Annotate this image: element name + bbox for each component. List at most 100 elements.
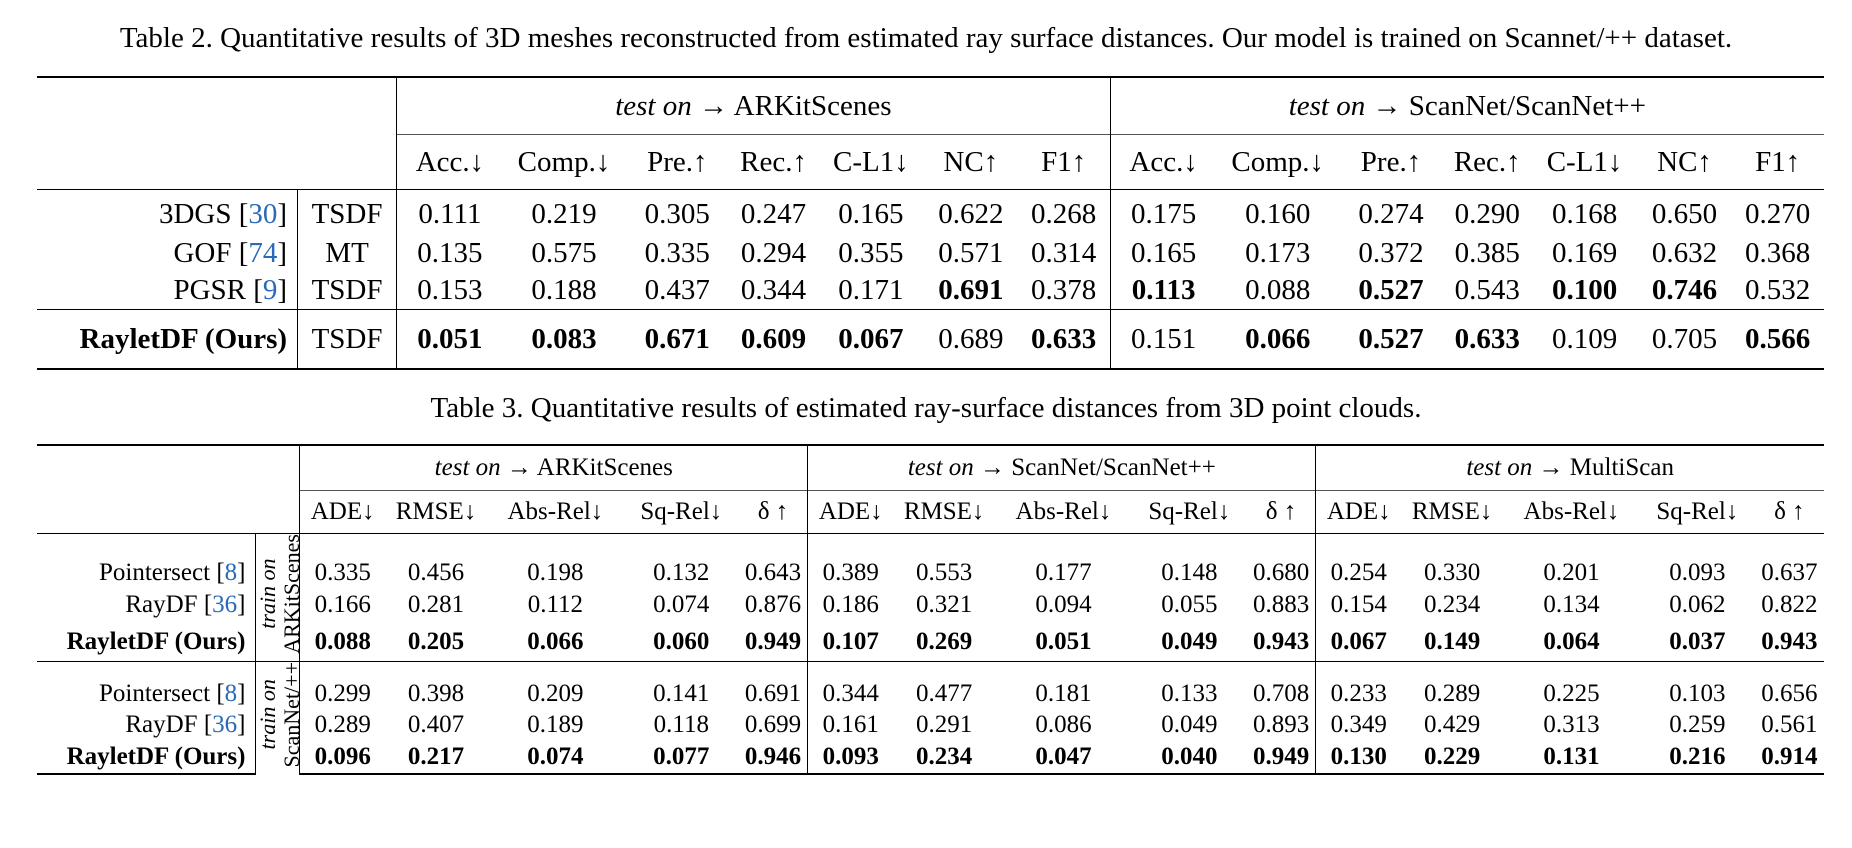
metric-value: 0.477 xyxy=(893,660,996,709)
metric-value: 0.135 xyxy=(395,235,503,272)
metric-value: 0.691 xyxy=(738,660,808,709)
metric-header: ADE↓ xyxy=(1315,490,1402,534)
metric-value: 0.181 xyxy=(995,660,1132,709)
metric-value: 0.096 xyxy=(299,740,386,776)
metric-value: 0.532 xyxy=(1745,274,1811,306)
metric-header: ADE↓ xyxy=(299,490,386,534)
table-row: RayDF [36] 0.166 0.281 0.112 0.074 0.876 0.186… xyxy=(37,587,1824,624)
metric-value: 0.165 xyxy=(1109,235,1217,272)
metric-header: Comp.↓ xyxy=(502,134,626,190)
metric-value: 0.107 xyxy=(807,623,894,662)
metric-header: RMSE↓ xyxy=(893,490,996,534)
table-row: 3DGS [30] TSDF 0.111 0.219 0.305 0.247 0.165 0.… xyxy=(37,189,1824,235)
metric-value: 0.165 xyxy=(817,189,925,235)
metric-value: 0.437 xyxy=(644,274,710,306)
metric-value: 0.049 xyxy=(1161,628,1218,656)
metric-value: 0.378 xyxy=(1031,274,1097,306)
metric-value: 0.077 xyxy=(623,740,739,776)
train-set-name: ScanNet/++ xyxy=(279,661,305,768)
metric-value: 0.175 xyxy=(1109,189,1217,235)
metric-header: Sq-Rel↓ xyxy=(1639,490,1755,534)
metric-value: 0.064 xyxy=(1543,628,1600,656)
metric-value: 0.074 xyxy=(653,591,710,619)
metric-value: 0.040 xyxy=(1131,740,1247,776)
table2-group-header: test on → ScanNet/ScanNet++ xyxy=(1109,76,1824,135)
metric-value: 0.689 xyxy=(924,309,1018,370)
metric-value: 0.656 xyxy=(1754,660,1824,709)
metric-value: 0.294 xyxy=(740,237,807,269)
metric-value: 0.148 xyxy=(1131,533,1247,588)
metric-header: F1↑ xyxy=(1017,134,1111,190)
method-label: 3DGS xyxy=(158,198,232,230)
metric-value: 0.113 xyxy=(1109,272,1217,310)
method-name: RayletDF (Ours) xyxy=(37,624,256,661)
train-on-prefix: train on xyxy=(255,558,281,630)
metric-value: 0.561 xyxy=(1761,710,1818,738)
metric-header: NC↑ xyxy=(924,134,1018,190)
group-prefix: test on xyxy=(907,454,974,481)
metric-value: 0.883 xyxy=(1252,591,1310,619)
metric-value: 0.746 xyxy=(1651,274,1718,306)
metric-value: 0.330 xyxy=(1401,533,1504,588)
metric-value: 0.132 xyxy=(623,533,739,588)
group-label: ARKitScenes xyxy=(536,454,673,481)
metric-value: 0.274 xyxy=(1338,189,1444,235)
metric-value: 0.290 xyxy=(1443,189,1532,235)
metric-value: 0.234 xyxy=(893,740,996,776)
metric-value: 0.269 xyxy=(915,628,973,656)
metric-value: 0.134 xyxy=(1543,591,1600,619)
fusion-method: TSDF xyxy=(297,272,397,310)
metric-value: 0.633 xyxy=(1443,309,1532,370)
arrow: → xyxy=(506,454,532,481)
metric-value: 0.086 xyxy=(1035,710,1092,738)
group-prefix: test on xyxy=(615,89,692,122)
table3-group-header: test on → MultiScan xyxy=(1315,444,1824,491)
metric-value: 0.299 xyxy=(299,660,386,709)
metric-value: 0.335 xyxy=(644,237,710,269)
metric-value: 0.691 xyxy=(938,274,1004,306)
metric-value: 0.344 xyxy=(740,274,807,306)
method-label: GOF xyxy=(173,237,232,269)
metric-header: RMSE↓ xyxy=(385,490,487,534)
metric-value: 0.189 xyxy=(527,710,584,738)
citation-link: 74 xyxy=(248,237,278,269)
train-set-label: train on ScanNet/++ xyxy=(255,660,304,775)
metric-value: 0.247 xyxy=(729,189,818,235)
train-set-label: train on ARKitScenes xyxy=(255,533,304,662)
metric-value: 0.822 xyxy=(1761,591,1818,619)
metric-header: δ ↑ xyxy=(738,490,808,534)
metric-value: 0.151 xyxy=(1109,309,1217,370)
method-name: RayletDF (Ours) xyxy=(37,740,256,776)
metric-value: 0.429 xyxy=(1423,710,1481,738)
metric-value: 0.893 xyxy=(1252,710,1310,738)
metric-value: 0.305 xyxy=(625,189,730,235)
metric-value: 0.205 xyxy=(407,628,465,656)
table2-group-header: test on → ARKitScenes xyxy=(395,76,1111,135)
metric-value: 0.259 xyxy=(1669,710,1726,738)
metric-value: 0.575 xyxy=(531,237,597,269)
metric-value: 0.543 xyxy=(1454,274,1520,306)
metric-value: 0.876 xyxy=(744,591,802,619)
metric-value: 0.219 xyxy=(502,189,626,235)
metric-value: 0.270 xyxy=(1731,189,1824,235)
metric-value: 0.289 xyxy=(314,710,371,738)
method-label: RayletDF (Ours) xyxy=(79,322,288,355)
metric-value: 0.133 xyxy=(1131,660,1247,709)
metric-value: 0.398 xyxy=(385,660,487,709)
metric-value: 0.372 xyxy=(1358,237,1424,269)
metric-value: 0.633 xyxy=(1017,309,1111,370)
train-on-text: train on ARKitScenes xyxy=(255,534,304,654)
metric-value: 0.037 xyxy=(1669,628,1726,656)
metric-value: 0.154 xyxy=(1315,587,1402,624)
method-label: RayDF xyxy=(125,710,198,738)
metric-value: 0.160 xyxy=(1216,189,1339,235)
metric-value: 0.131 xyxy=(1503,740,1640,776)
table-row: Pointersect [8] train on ARKitScenes 0.335 0… xyxy=(37,533,1824,662)
metric-value: 0.234 xyxy=(1423,591,1481,619)
metric-value: 0.216 xyxy=(1639,740,1755,776)
metric-value: 0.088 xyxy=(1245,274,1311,306)
metric-header: Comp.↓ xyxy=(1216,134,1339,190)
arrow: → xyxy=(698,89,728,122)
metric-value: 0.281 xyxy=(407,591,465,619)
metric-value: 0.289 xyxy=(1401,660,1504,709)
